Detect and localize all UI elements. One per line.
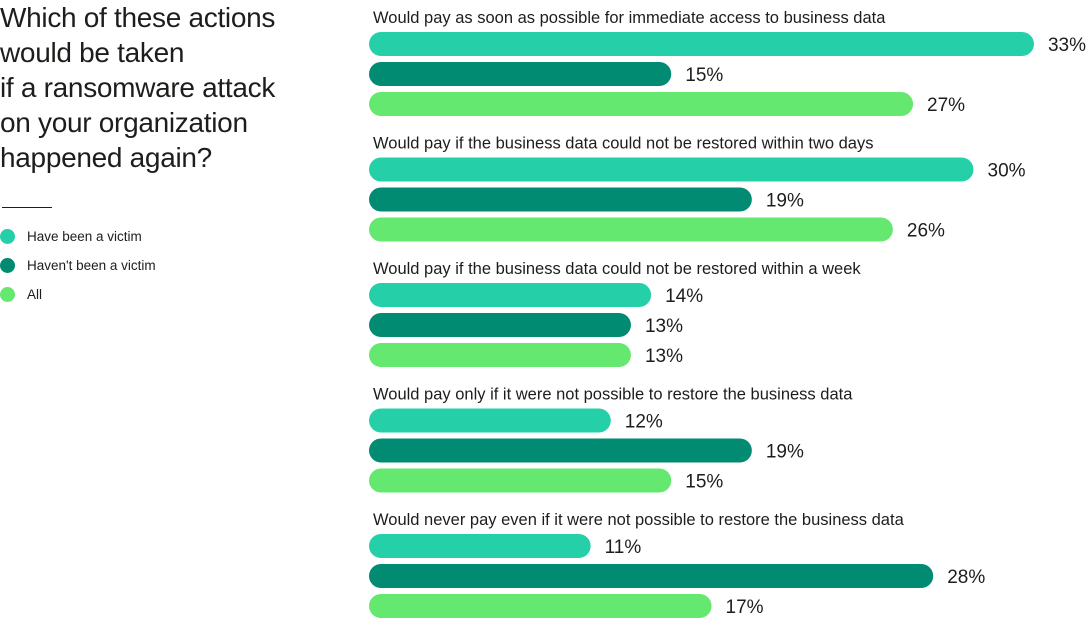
bar <box>369 32 1034 56</box>
bar-value-label: 15% <box>685 472 723 493</box>
bar <box>369 157 974 182</box>
bar <box>369 534 591 558</box>
bar <box>369 594 712 618</box>
bar-value-label: 28% <box>947 567 985 588</box>
bar <box>369 283 652 307</box>
legend-label: Have been a victim <box>27 229 142 244</box>
chart-title-line: on your organization <box>0 107 248 138</box>
bar-value-label: 19% <box>766 442 804 463</box>
bar-value-label: 13% <box>645 316 683 337</box>
category-label: Would pay only if it were not possible t… <box>373 386 853 404</box>
bar <box>369 313 631 337</box>
legend-item-have-been-victim: Have been a victim <box>0 222 156 251</box>
bar <box>369 468 672 493</box>
title-divider <box>2 207 52 208</box>
bar <box>369 438 752 463</box>
chart-title: Which of these actions would be taken if… <box>0 0 330 175</box>
legend-swatch <box>0 229 15 244</box>
bar-value-label: 19% <box>766 191 804 212</box>
chart-title-line: Which of these actions <box>0 2 276 33</box>
category-label: Would pay if the business data could not… <box>373 260 861 278</box>
legend-swatch <box>0 258 15 273</box>
category-label: Would pay as soon as possible for immedi… <box>373 9 886 27</box>
bar <box>369 92 914 116</box>
bar-value-label: 33% <box>1048 35 1086 56</box>
chart-title-line: would be taken <box>0 37 185 68</box>
legend-label: All <box>27 287 43 302</box>
bar-value-label: 30% <box>988 161 1026 182</box>
bar-value-label: 17% <box>726 597 764 618</box>
chart-title-line: happened again? <box>0 142 212 173</box>
category-label: Would pay if the business data could not… <box>373 135 874 153</box>
bar-value-label: 12% <box>625 412 663 433</box>
bar-value-label: 26% <box>907 221 945 242</box>
bar <box>369 187 752 212</box>
legend-label: Haven't been a victim <box>27 258 156 273</box>
bar <box>369 343 631 367</box>
bar-value-label: 15% <box>685 65 723 86</box>
legend-item-havent-been-victim: Haven't been a victim <box>0 251 156 280</box>
bar <box>369 62 672 86</box>
legend-item-all: All <box>0 280 156 309</box>
bar-value-label: 11% <box>605 537 642 558</box>
bar <box>369 564 934 588</box>
bar-value-label: 14% <box>665 286 703 307</box>
category-label: Would never pay even if it were not poss… <box>373 511 905 529</box>
legend: Have been a victim Haven't been a victim… <box>0 222 156 309</box>
chart-title-line: if a ransomware attack <box>0 72 276 103</box>
legend-swatch <box>0 287 15 302</box>
bar-value-label: 27% <box>927 95 965 116</box>
bar <box>369 408 611 433</box>
bar-value-label: 13% <box>645 346 683 367</box>
bar <box>369 217 893 242</box>
